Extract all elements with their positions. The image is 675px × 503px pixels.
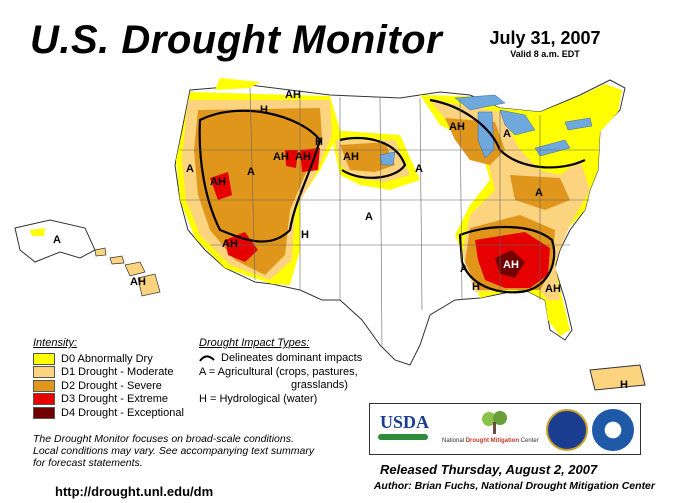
map-label: A: [535, 187, 543, 199]
map-label: AH: [210, 176, 226, 188]
usda-logo: USDA: [380, 412, 430, 432]
map-label: AH: [545, 283, 561, 295]
map-label: H: [620, 379, 628, 391]
legend-item: D3 Drought - Extreme: [33, 393, 184, 407]
noaa-seal-icon: [592, 409, 634, 451]
map-label: A: [460, 263, 468, 275]
map-label: AH: [449, 121, 465, 133]
impact-line-desc: Delineates dominant impacts: [199, 352, 362, 366]
impact-hydrological: H = Hydrological (water): [199, 392, 318, 405]
map-label: A: [503, 128, 511, 140]
ndmc-logo: National Drought Mitigation Center: [442, 438, 539, 444]
map-label: A: [186, 163, 194, 175]
map-label: AH: [273, 151, 289, 163]
valid-time: Valid 8 a.m. EDT: [510, 49, 580, 59]
map-label: AH: [343, 151, 359, 163]
impact-agricultural-cont: grasslands): [291, 379, 348, 391]
legend-item: D1 Drought - Moderate: [33, 366, 184, 380]
logo-panel: USDA National Drought Mitigation Center: [369, 403, 641, 455]
map-label: H: [315, 136, 323, 148]
map-label: A: [365, 211, 373, 223]
map-label: A: [415, 163, 423, 175]
website-url[interactable]: http://drought.unl.edu/dm: [55, 484, 214, 499]
release-date: Released Thursday, August 2, 2007: [380, 462, 598, 477]
intensity-legend: Intensity: D0 Abnormally Dry D1 Drought …: [33, 337, 184, 420]
puerto-rico-outline: [589, 364, 646, 391]
map-label: A: [53, 234, 61, 246]
map-label: AH: [285, 89, 301, 101]
map-label: AH: [130, 276, 146, 288]
tree-icon: [482, 411, 507, 434]
map-label: A: [247, 166, 255, 178]
map-label: H: [301, 229, 309, 241]
legend-heading: Intensity:: [33, 337, 78, 349]
map-label: AH: [295, 151, 311, 163]
impact-agricultural: A = Agricultural (crops, pastures,: [199, 365, 358, 378]
page-title: U.S. Drought Monitor: [30, 18, 443, 62]
disclaimer-note: The Drought Monitor focuses on broad-sca…: [33, 433, 315, 469]
legend-item: D0 Abnormally Dry: [33, 352, 184, 366]
impact-heading: Drought Impact Types:: [199, 337, 310, 349]
map-label: H: [260, 104, 268, 116]
legend-item: D2 Drought - Severe: [33, 379, 184, 393]
usda-swoosh: [378, 434, 428, 440]
commerce-seal-icon: [546, 409, 588, 451]
map-date: July 31, 2007: [489, 28, 601, 48]
map-label: H: [472, 281, 480, 293]
map-label: AH: [503, 259, 519, 271]
impact-legend: Drought Impact Types: Delineates dominan…: [199, 337, 362, 406]
map-label: AH: [222, 238, 238, 250]
impact-line-icon: [199, 354, 215, 362]
author-credit: Author: Brian Fuchs, National Drought Mi…: [373, 480, 655, 492]
legend-item: D4 Drought - Exceptional: [33, 406, 184, 420]
